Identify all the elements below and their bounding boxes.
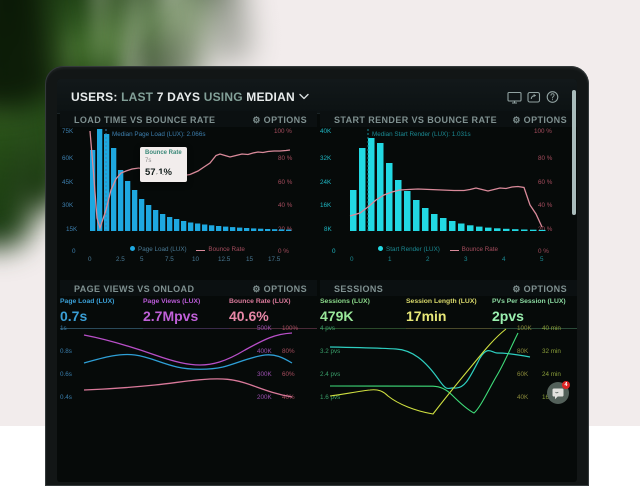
svg-text:0: 0 bbox=[88, 256, 92, 263]
svg-text:Median Start Render (LUX): 1.0: Median Start Render (LUX): 1.031s bbox=[372, 131, 471, 138]
svg-text:80 %: 80 % bbox=[278, 155, 293, 162]
svg-text:0: 0 bbox=[72, 248, 76, 255]
svg-text:100 %: 100 % bbox=[534, 128, 552, 135]
svg-text:200K: 200K bbox=[257, 394, 273, 401]
svg-text:0.4s: 0.4s bbox=[60, 394, 72, 401]
svg-text:24K: 24K bbox=[320, 179, 332, 186]
svg-text:60 %: 60 % bbox=[538, 179, 553, 186]
svg-text:100%: 100% bbox=[282, 325, 299, 332]
svg-text:60K: 60K bbox=[62, 155, 74, 162]
svg-text:3: 3 bbox=[464, 256, 468, 263]
svg-text:2.5: 2.5 bbox=[116, 256, 125, 263]
svg-text:0.8s: 0.8s bbox=[60, 348, 72, 355]
svg-text:80%: 80% bbox=[282, 348, 295, 355]
svg-text:32K: 32K bbox=[320, 155, 332, 162]
svg-text:8K: 8K bbox=[324, 226, 333, 233]
svg-text:10: 10 bbox=[192, 256, 200, 263]
svg-text:0 %: 0 % bbox=[538, 248, 549, 255]
svg-text:12.5: 12.5 bbox=[218, 256, 231, 263]
svg-text:0: 0 bbox=[350, 256, 354, 263]
svg-text:15K: 15K bbox=[66, 226, 78, 233]
svg-text:15: 15 bbox=[246, 256, 254, 263]
svg-text:0: 0 bbox=[332, 248, 336, 255]
svg-text:2: 2 bbox=[426, 256, 430, 263]
svg-text:4 pvs: 4 pvs bbox=[320, 325, 335, 332]
svg-text:40 %: 40 % bbox=[538, 202, 553, 209]
svg-text:2.4 pvs: 2.4 pvs bbox=[320, 371, 340, 378]
svg-text:5: 5 bbox=[140, 256, 144, 263]
svg-text:0 %: 0 % bbox=[278, 248, 289, 255]
svg-text:80K: 80K bbox=[517, 348, 529, 355]
svg-text:16K: 16K bbox=[320, 202, 332, 209]
svg-text:0.6s: 0.6s bbox=[60, 371, 72, 378]
svg-text:40K: 40K bbox=[517, 394, 529, 401]
svg-text:Median Page Load (LUX): 2.066s: Median Page Load (LUX): 2.066s bbox=[112, 131, 205, 138]
svg-text:40 min: 40 min bbox=[542, 325, 561, 332]
svg-text:100K: 100K bbox=[517, 325, 533, 332]
svg-text:60%: 60% bbox=[282, 371, 295, 378]
svg-text:75K: 75K bbox=[62, 128, 74, 135]
svg-text:45K: 45K bbox=[62, 179, 74, 186]
svg-text:1s: 1s bbox=[60, 325, 67, 332]
svg-text:4: 4 bbox=[502, 256, 506, 263]
svg-text:40 %: 40 % bbox=[278, 202, 293, 209]
svg-text:30K: 30K bbox=[62, 202, 74, 209]
svg-text:60K: 60K bbox=[517, 371, 529, 378]
svg-text:100 %: 100 % bbox=[274, 128, 292, 135]
svg-text:17.5: 17.5 bbox=[268, 256, 281, 263]
svg-text:5: 5 bbox=[540, 256, 544, 263]
svg-text:500K: 500K bbox=[257, 325, 273, 332]
svg-text:1: 1 bbox=[388, 256, 392, 263]
svg-text:3.2 pvs: 3.2 pvs bbox=[320, 348, 340, 355]
svg-text:32 min: 32 min bbox=[542, 348, 561, 355]
svg-text:300K: 300K bbox=[257, 371, 273, 378]
svg-text:400K: 400K bbox=[257, 348, 273, 355]
svg-text:24 min: 24 min bbox=[542, 371, 561, 378]
svg-text:7.5: 7.5 bbox=[165, 256, 174, 263]
svg-text:40K: 40K bbox=[320, 128, 332, 135]
svg-text:20 %: 20 % bbox=[538, 226, 553, 233]
svg-text:60 %: 60 % bbox=[278, 179, 293, 186]
svg-text:80 %: 80 % bbox=[538, 155, 553, 162]
